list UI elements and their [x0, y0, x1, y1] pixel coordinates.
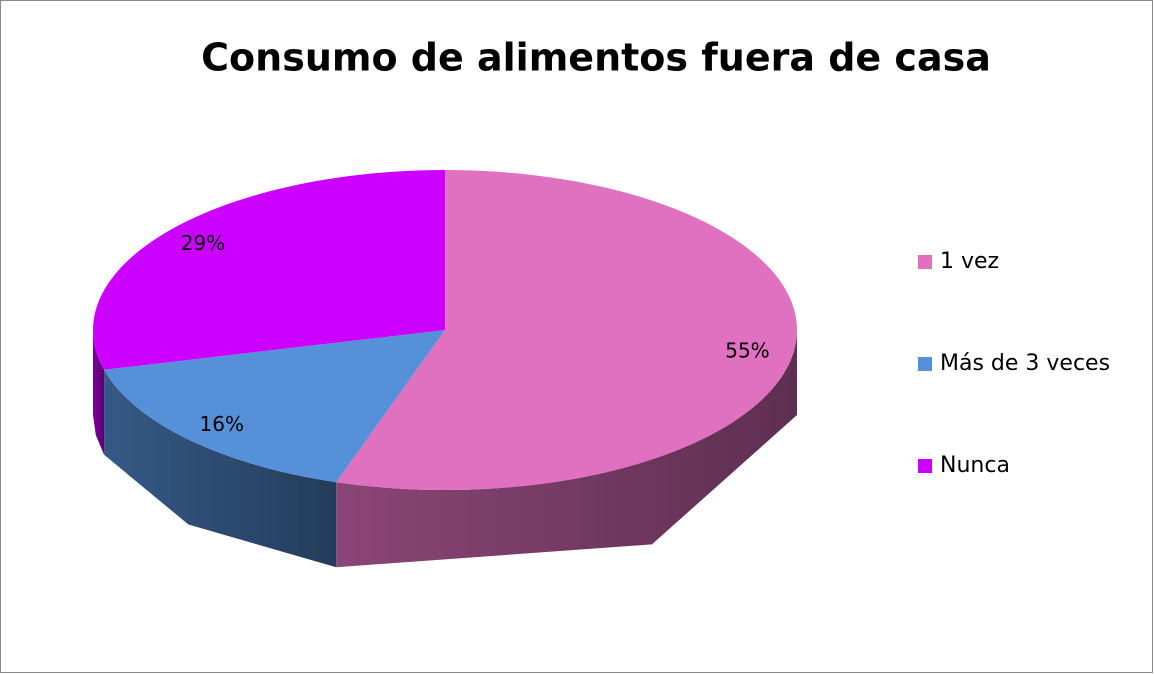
data-label: 55% [725, 338, 769, 362]
data-label: 29% [181, 231, 225, 255]
legend-label: Más de 3 veces [940, 351, 1110, 376]
data-label: 16% [200, 412, 244, 436]
slice [336, 170, 797, 490]
slice-side [93, 330, 105, 455]
slice [93, 170, 445, 370]
slice-side [104, 369, 337, 568]
legend-label: 1 vez [940, 249, 999, 274]
slice [104, 330, 445, 483]
slice-side [336, 330, 797, 568]
legend-label: Nunca [940, 453, 1010, 478]
chart-title: Consumo de alimentos fuera de casa [201, 36, 991, 80]
legend-swatch [918, 255, 932, 269]
legend-swatch [918, 459, 932, 473]
legend-swatch [918, 357, 932, 371]
